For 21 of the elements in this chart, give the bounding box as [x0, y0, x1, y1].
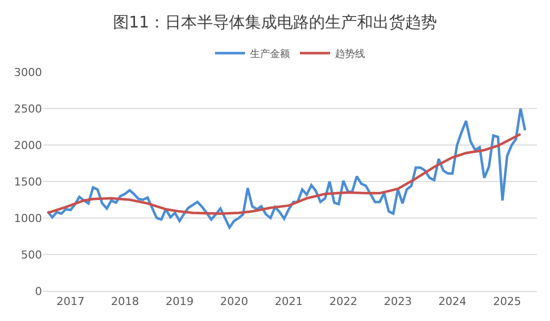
- x-tick-label: 2025: [493, 295, 522, 308]
- y-tick-label: 1500: [14, 175, 42, 188]
- y-tick-label: 500: [21, 248, 42, 262]
- legend-label: 生产金额: [250, 48, 290, 60]
- y-tick-label: 2000: [14, 138, 42, 152]
- y-tick-label: 0: [35, 284, 42, 298]
- x-tick-label: 2020: [220, 295, 248, 308]
- x-tick-label: 2023: [384, 295, 412, 308]
- x-tick-label: 2018: [111, 295, 140, 308]
- line-series: [46, 132, 522, 215]
- x-tick-label: 2024: [438, 295, 466, 308]
- y-tick-label: 1000: [14, 212, 42, 225]
- y-tick-label: 3000: [14, 66, 42, 79]
- x-tick-label: 2017: [56, 295, 84, 308]
- line-series: [46, 107, 526, 229]
- y-tick-label: 2500: [14, 102, 42, 116]
- x-tick-label: 2022: [329, 295, 358, 308]
- x-tick-label: 2021: [274, 295, 303, 308]
- x-tick-label: 2019: [166, 295, 194, 308]
- legend-label: 趋势线: [335, 48, 365, 60]
- chart-title: 图11：日本半导体集成电路的生产和出货趋势: [112, 12, 438, 32]
